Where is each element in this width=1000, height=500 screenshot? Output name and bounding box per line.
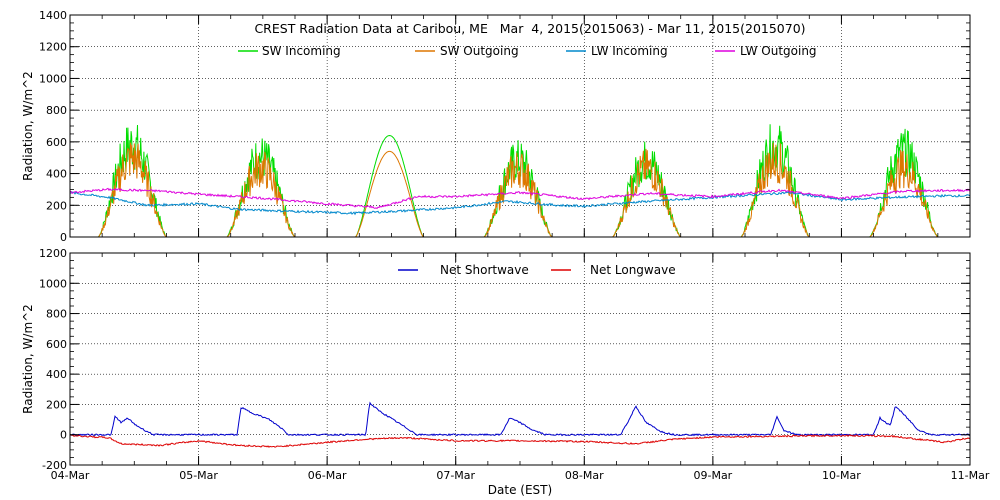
y-tick-label: 600 xyxy=(46,136,67,149)
y-tick-label: 0 xyxy=(60,231,67,244)
bottom-y-axis-label: Radiation, W/m^2 xyxy=(21,304,35,414)
legend-label-net-shortwave: Net Shortwave xyxy=(440,263,529,277)
y-tick-label: 200 xyxy=(46,398,67,411)
legend-label-net-longwave: Net Longwave xyxy=(590,263,676,277)
x-tick-label: 11-Mar xyxy=(951,469,990,482)
bottom-panel: -200 0 200 400 600 800 1000 1200 Radiation, W/m… xyxy=(21,247,971,472)
x-tick-label: 10-Mar xyxy=(822,469,861,482)
top-plot-frame xyxy=(69,14,971,238)
y-tick-label: 1400 xyxy=(39,9,67,22)
y-tick-label: 1200 xyxy=(39,247,67,260)
y-tick-label: 1000 xyxy=(39,277,67,290)
x-tick-label: 09-Mar xyxy=(693,469,732,482)
y-tick-label: 200 xyxy=(46,199,67,212)
x-tick-label: 06-Mar xyxy=(308,469,347,482)
series-line-sw-outgoing xyxy=(70,142,970,238)
y-tick-label: 0 xyxy=(60,429,67,442)
top-legend: SW Incoming SW Outgoing LW Incoming LW O… xyxy=(238,44,817,58)
x-tick-label: 08-Mar xyxy=(565,469,604,482)
legend-label-sw-incoming: SW Incoming xyxy=(262,44,341,58)
series-line-lw-outgoing xyxy=(70,187,971,210)
legend-label-lw-incoming: LW Incoming xyxy=(591,44,668,58)
y-tick-label: 800 xyxy=(46,104,67,117)
y-tick-label: 1200 xyxy=(39,41,67,54)
series-line-lw-incoming xyxy=(69,191,971,216)
series-line-net-longwave xyxy=(69,434,971,448)
bottom-plot-frame xyxy=(69,252,971,466)
x-axis-label: Date (EST) xyxy=(488,483,552,497)
top-y-axis-label: Radiation, W/m^2 xyxy=(21,71,35,181)
y-tick-label: 400 xyxy=(46,168,67,181)
chart-title: CREST Radiation Data at Caribou, ME Mar … xyxy=(254,21,805,36)
legend-label-sw-outgoing: SW Outgoing xyxy=(440,44,519,58)
series-line-net-shortwave xyxy=(69,401,971,437)
bottom-legend: Net Shortwave Net Longwave xyxy=(398,263,676,277)
top-panel: 0 200 400 600 800 1000 1200 1400 Radiation, W/m… xyxy=(21,9,971,244)
legend-label-lw-outgoing: LW Outgoing xyxy=(740,44,817,58)
y-tick-label: -200 xyxy=(42,459,67,472)
x-tick-label: 07-Mar xyxy=(436,469,475,482)
x-tick-label: 05-Mar xyxy=(179,469,218,482)
x-tick-label: 04-Mar xyxy=(51,469,90,482)
y-tick-label: 1000 xyxy=(39,72,67,85)
y-tick-label: 400 xyxy=(46,368,67,381)
y-tick-label: 600 xyxy=(46,338,67,351)
y-tick-label: 800 xyxy=(46,308,67,321)
